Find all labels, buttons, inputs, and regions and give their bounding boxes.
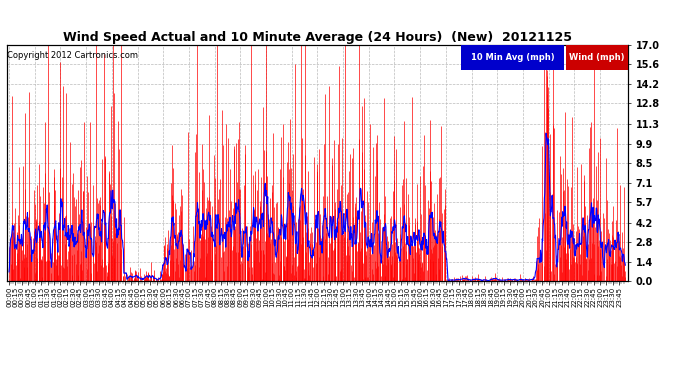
Text: Copyright 2012 Cartronics.com: Copyright 2012 Cartronics.com <box>7 51 138 60</box>
Text: 10 Min Avg (mph): 10 Min Avg (mph) <box>471 53 555 62</box>
Text: Wind (mph): Wind (mph) <box>569 53 624 62</box>
Title: Wind Speed Actual and 10 Minute Average (24 Hours)  (New)  20121125: Wind Speed Actual and 10 Minute Average … <box>63 31 572 44</box>
